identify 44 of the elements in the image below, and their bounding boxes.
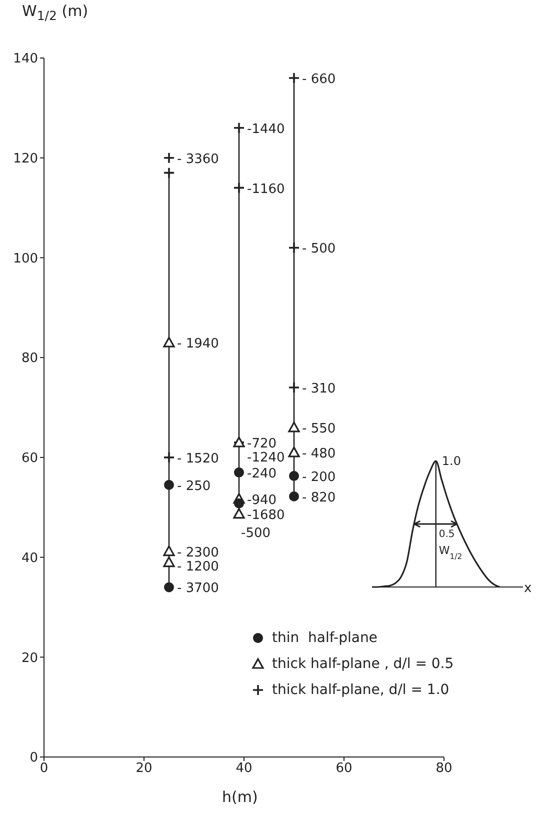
legend-label: thick half-plane , d/l = 0.5 [272,656,454,672]
x-tick-label: 40 [236,761,252,776]
annotation: -500 [241,526,271,541]
annotation: - 550 [302,421,336,436]
y-tick-label: 40 [21,550,38,566]
annotation: - 1200 [177,559,219,574]
x-axis-title: x [524,581,532,596]
legend-label: thin half-plane [272,630,378,646]
annotation: -240 [247,466,277,482]
y-tick-label: 60 [21,451,38,466]
annotation: - 500 [302,242,336,257]
y-tick-label: 100 [13,251,38,266]
annotation: -1160 [247,182,285,197]
annotation: - 1520 [177,451,219,466]
annotation: - 2300 [177,545,219,560]
legend-label: thick half-plane, d/l = 1.0 [272,682,450,698]
annotation: - 3360 [177,152,219,167]
x-tick-label: 80 [436,761,452,776]
annotation: W$_{1/2}$ [438,544,462,560]
annotation: - 310 [302,382,336,397]
annotation: 0.5 [438,529,455,540]
x-tick-label: 20 [136,761,152,776]
annotation: -720 [247,436,277,452]
y-tick-label: 140 [13,52,38,67]
annotation: -1680 [247,508,285,523]
annotation: -1440 [247,122,285,137]
y-tick-label: 80 [21,351,38,366]
annotation: -940 [247,492,277,508]
y-axis-title: W$_{1/2}$ (m) [22,2,88,23]
annotation: - 480 [302,446,336,462]
annotation: - 660 [302,72,336,87]
x-axis-title: h(m) [222,788,258,806]
annotation: - 200 [302,470,336,485]
y-tick-label: 20 [21,650,38,666]
x-tick-label: 0 [40,761,48,776]
annotation: - 250 [177,478,211,494]
y-tick-label: 0 [30,750,38,766]
annotation: - 3700 [177,581,219,596]
y-tick-label: 120 [13,151,38,166]
annotation: - 820 [302,490,336,506]
annotation: -1240 [247,450,285,466]
x-tick-label: 60 [336,761,352,776]
annotation: 1.0 [442,454,461,468]
annotation: - 1940 [177,336,219,352]
